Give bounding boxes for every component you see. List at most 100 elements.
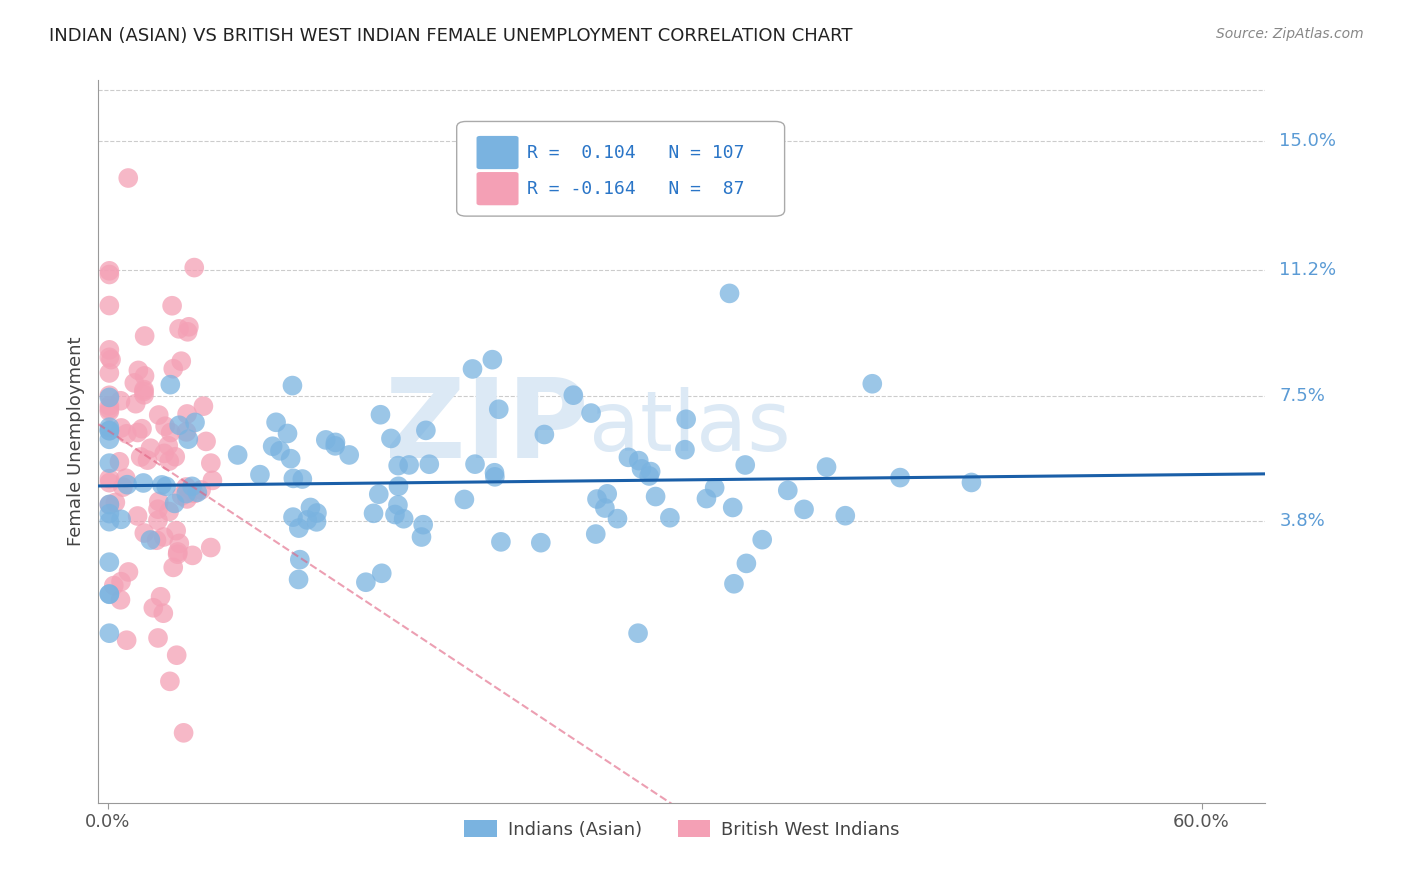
Point [98, 366, 121, 380]
Point [155, 479, 177, 493]
Point [163, 496, 186, 510]
Point [170, 489, 193, 503]
Point [751, 533, 773, 547]
Point [453, 492, 475, 507]
Point [153, 419, 176, 434]
Point [412, 517, 434, 532]
Point [596, 487, 619, 501]
Point [484, 470, 506, 484]
Point [142, 600, 165, 615]
Y-axis label: Female Unemployment: Female Unemployment [66, 337, 84, 546]
Point [146, 502, 169, 516]
Point [299, 500, 322, 515]
Point [960, 475, 983, 490]
FancyBboxPatch shape [457, 121, 785, 216]
Point [387, 498, 409, 512]
Point [152, 530, 174, 544]
Point [159, 425, 181, 440]
Point [533, 427, 555, 442]
Point [815, 460, 838, 475]
Text: R =  0.104   N = 107: R = 0.104 N = 107 [527, 144, 744, 161]
Text: 11.2%: 11.2% [1279, 261, 1337, 279]
Point [145, 533, 167, 548]
Point [249, 467, 271, 482]
Point [184, 416, 207, 430]
Point [464, 457, 486, 471]
Point [176, 325, 198, 339]
Point [150, 478, 173, 492]
Point [98, 420, 121, 434]
Point [98, 264, 121, 278]
Point [262, 439, 284, 453]
Point [186, 485, 208, 500]
Text: ZIP: ZIP [385, 374, 589, 481]
Point [481, 352, 503, 367]
Point [157, 454, 180, 468]
Point [152, 606, 174, 620]
Point [149, 590, 172, 604]
Point [176, 491, 198, 506]
Point [323, 439, 346, 453]
Point [585, 527, 607, 541]
Point [98, 456, 121, 470]
Point [125, 397, 148, 411]
Point [173, 726, 195, 740]
Point [98, 351, 121, 365]
Point [98, 424, 121, 438]
Point [226, 448, 249, 462]
Point [325, 435, 347, 450]
Point [489, 534, 512, 549]
Point [297, 513, 319, 527]
Point [169, 536, 191, 550]
Point [132, 388, 155, 402]
Point [98, 626, 121, 640]
Point [183, 486, 205, 500]
Point [98, 343, 121, 357]
Point [387, 479, 409, 493]
Point [305, 515, 328, 529]
Point [834, 508, 856, 523]
Point [98, 424, 121, 438]
Point [392, 512, 415, 526]
Point [195, 434, 218, 449]
FancyBboxPatch shape [477, 172, 519, 205]
Point [134, 526, 156, 541]
Point [269, 443, 291, 458]
Point [718, 286, 741, 301]
Point [793, 502, 815, 516]
Point [176, 425, 198, 439]
Point [617, 450, 640, 465]
Point [593, 501, 616, 516]
Point [129, 450, 152, 464]
Point [201, 474, 224, 488]
Point [305, 506, 328, 520]
Point [280, 451, 302, 466]
Point [418, 457, 440, 471]
Point [363, 506, 385, 520]
Point [110, 393, 132, 408]
Point [415, 423, 437, 437]
Point [630, 462, 652, 476]
Point [734, 458, 756, 472]
Point [177, 432, 200, 446]
Point [104, 495, 127, 509]
Point [98, 399, 121, 413]
Point [288, 521, 311, 535]
Point [167, 418, 190, 433]
Point [586, 491, 609, 506]
Point [132, 383, 155, 397]
Point [288, 552, 311, 566]
Point [673, 442, 696, 457]
Point [124, 376, 146, 390]
Point [157, 439, 180, 453]
Point [110, 512, 132, 526]
Point [638, 469, 661, 483]
Point [100, 352, 122, 367]
Point [108, 455, 131, 469]
Point [370, 408, 392, 422]
Point [367, 487, 389, 501]
Point [387, 458, 409, 473]
Point [380, 432, 402, 446]
Point [146, 631, 169, 645]
Text: 7.5%: 7.5% [1279, 387, 1326, 405]
